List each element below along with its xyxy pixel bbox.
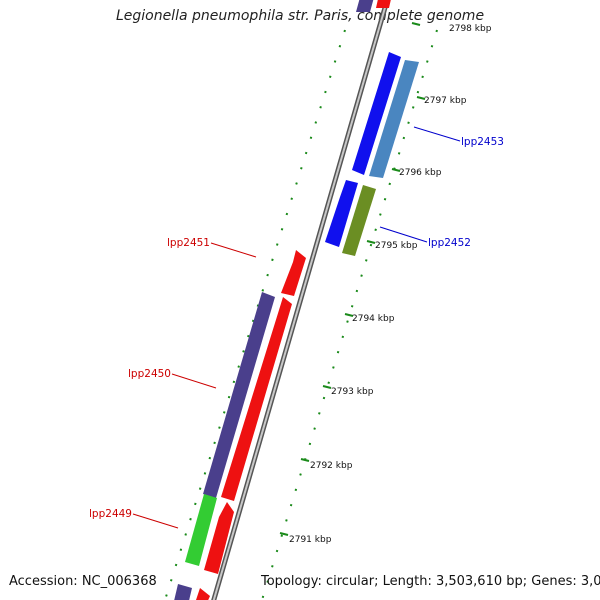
gene-label-lpp2453[interactable]: lpp2453 — [461, 136, 504, 148]
map-title: Legionella pneumophila str. Paris, compl… — [115, 8, 485, 24]
tick-label: 2795 kbp — [375, 241, 418, 251]
gene-label-lpp2450[interactable]: lpp2450 — [128, 368, 171, 380]
gene-lpp2453 — [369, 60, 419, 178]
gene-lpp2450-purple — [203, 292, 275, 498]
gene-lpp2449-green — [185, 494, 217, 566]
tick-label: 2797 kbp — [424, 96, 467, 106]
tick-label: 2798 kbp — [449, 24, 492, 34]
tick-label: 2793 kbp — [331, 387, 374, 397]
gene-lower-red — [204, 502, 234, 574]
tick-label: 2791 kbp — [289, 535, 332, 545]
tick-label: 2792 kbp — [310, 461, 353, 471]
ruler-major-ticks — [279, 22, 426, 536]
gene-forward-blue-2 — [325, 180, 358, 247]
gene-lpp2451 — [281, 250, 306, 296]
gene-label-lpp2451[interactable]: lpp2451 — [167, 237, 210, 249]
gene-partial-bottom-purple — [174, 584, 192, 600]
label-connectors — [132, 126, 461, 529]
gene-lpp2450-red — [221, 297, 292, 501]
outer-tick-track — [261, 29, 438, 600]
genome-summary-text: Topology: circular; Length: 3,503,610 bp… — [261, 574, 600, 589]
inner-tick-track — [164, 29, 346, 600]
gene-label-lpp2449[interactable]: lpp2449 — [89, 508, 132, 520]
tick-label: 2794 kbp — [352, 314, 395, 324]
tick-label: 2796 kbp — [399, 168, 442, 178]
gene-labels: lpp2453 lpp2452 lpp2451 lpp2450 lpp2449 — [89, 136, 504, 520]
accession-text: Accession: NC_006368 — [9, 574, 157, 589]
gene-partial-top-purple — [356, 0, 374, 12]
gene-partial-top-red — [376, 0, 391, 8]
gene-features — [174, 0, 419, 600]
gene-lpp2452 — [342, 185, 376, 256]
gene-partial-bottom-red — [196, 588, 210, 600]
genome-backbone — [211, 0, 390, 600]
gene-forward-blue-1 — [352, 52, 401, 175]
gene-label-lpp2452[interactable]: lpp2452 — [428, 237, 471, 249]
ruler-tick-labels: 2798 kbp 2797 kbp 2796 kbp 2795 kbp 2794… — [289, 24, 492, 545]
